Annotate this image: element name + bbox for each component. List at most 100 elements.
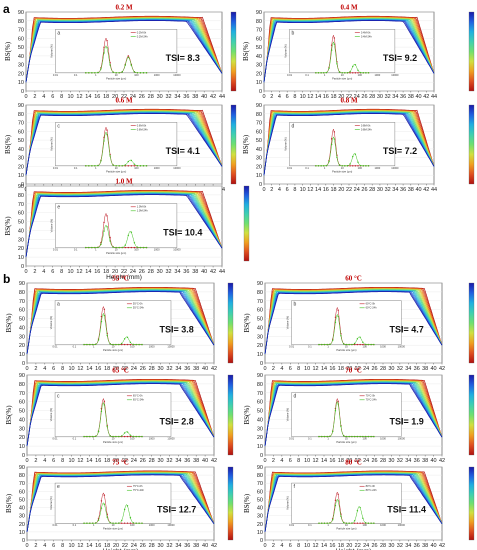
y-tick-label: 60: [256, 129, 262, 135]
inset-letter: a: [57, 302, 60, 308]
panel-title: 80 °C: [345, 459, 362, 467]
inset-marker: [126, 343, 129, 346]
x-tick-label: 0: [262, 94, 265, 100]
y-tick-label: 60: [257, 308, 263, 314]
inset-marker: [103, 221, 105, 224]
inset-x-tick-label: 1: [327, 437, 329, 441]
x-tick-label: 38: [422, 458, 428, 464]
y-tick-label: 0: [22, 453, 25, 459]
inset-marker: [103, 308, 106, 310]
tsi-label: TSI= 11.4: [387, 504, 426, 514]
y-tick-label: 10: [19, 352, 25, 358]
inset-marker: [103, 140, 105, 142]
inset-marker: [348, 435, 350, 438]
y-tick-label: 90: [257, 373, 263, 379]
x-tick-label: 10: [67, 94, 73, 100]
x-tick-label: 8: [293, 94, 296, 100]
inset-x-tick-label: 10: [115, 73, 118, 77]
legend-label: 0.4M-24h: [361, 34, 373, 38]
y-tick-label: 0: [259, 182, 262, 188]
x-tick-label: 42: [439, 458, 445, 464]
x-tick-label: 12: [76, 269, 82, 275]
inset-marker: [83, 435, 85, 438]
inset-x-tick-label: 0.1: [73, 437, 77, 441]
inset-frame: [291, 482, 402, 524]
inset-x-tick-label: 0.01: [53, 73, 59, 77]
y-tick-label: 40: [257, 325, 263, 331]
y-tick-label: 90: [256, 103, 262, 109]
inset-marker: [88, 72, 90, 74]
inset-letter: d: [294, 394, 297, 400]
inset-x-label: Particle size (μm): [103, 348, 123, 352]
inset-marker: [83, 343, 85, 346]
inset-x-tick-label: 0.01: [289, 345, 295, 349]
x-tick-label: 26: [372, 543, 378, 549]
y-tick-label: 10: [19, 444, 25, 450]
x-tick-label: 42: [439, 543, 445, 549]
x-tick-label: 42: [210, 269, 216, 275]
y-tick-label: 80: [19, 290, 25, 296]
x-tick-label: 4: [278, 94, 281, 100]
inset-marker: [345, 522, 348, 524]
y-tick-label: 80: [257, 382, 263, 388]
inset-marker: [373, 522, 375, 524]
colorbar: [243, 185, 250, 262]
x-tick-label: 38: [193, 458, 199, 464]
inset-marker: [359, 435, 361, 438]
inset-marker: [118, 343, 120, 346]
inset-marker: [364, 343, 367, 346]
inset-marker: [115, 246, 117, 249]
inset-marker: [139, 72, 142, 74]
x-tick-label: 6: [52, 366, 55, 372]
x-tick-label: 32: [385, 94, 391, 100]
legend-label: 55°C-0h: [133, 302, 143, 306]
x-tick-label: 6: [289, 458, 292, 464]
x-tick-label: 18: [338, 366, 344, 372]
inset-x-tick-label: 1000: [374, 166, 380, 170]
y-axis-label: BS(%): [4, 134, 12, 154]
inset-chart: a 0.01 0.1 1 10 100 1000 10000 Particle size (μm…: [49, 300, 175, 352]
x-tick-label: 32: [397, 543, 403, 549]
x-tick-label: 26: [139, 269, 145, 275]
y-tick-label: 0: [260, 361, 263, 367]
inset-marker: [345, 343, 348, 346]
inset-marker: [94, 522, 97, 524]
inset-marker: [106, 47, 108, 49]
inset-marker: [109, 240, 111, 242]
inset-marker: [109, 155, 111, 157]
x-tick-label: 36: [414, 458, 420, 464]
x-tick-label: 26: [372, 458, 378, 464]
inset-x-tick-label: 10000: [398, 523, 406, 527]
inset-marker: [141, 435, 143, 438]
x-tick-label: 40: [201, 269, 207, 275]
x-tick-label: 10: [68, 366, 74, 372]
x-tick-label: 24: [363, 458, 369, 464]
x-tick-label: 6: [51, 94, 54, 100]
y-tick-label: 10: [257, 352, 263, 358]
x-tick-label: 34: [174, 269, 180, 275]
y-tick-label: 50: [18, 138, 24, 144]
x-tick-label: 8: [297, 543, 300, 549]
y-tick-label: 70: [256, 28, 262, 34]
inset-marker: [97, 339, 100, 341]
inset-frame: [55, 122, 178, 167]
inset-x-tick-label: 1000: [149, 345, 155, 349]
y-tick-label: 0: [260, 453, 263, 459]
x-tick-label: 6: [289, 543, 292, 549]
x-tick-label: 34: [175, 366, 181, 372]
x-tick-label: 38: [192, 269, 198, 275]
x-tick-label: 30: [377, 187, 383, 193]
inset-marker: [123, 522, 126, 524]
x-tick-label: 26: [140, 366, 146, 372]
y-tick-label: 50: [19, 497, 25, 503]
inset-marker: [118, 246, 120, 249]
tsi-label: TSI= 4.7: [389, 325, 423, 335]
inset-marker: [362, 435, 364, 438]
y-tick-label: 30: [257, 514, 263, 520]
x-tick-label: 40: [431, 543, 437, 549]
inset-x-tick-label: 10000: [167, 437, 175, 441]
inset-marker: [136, 72, 139, 74]
inset-marker: [344, 72, 346, 74]
